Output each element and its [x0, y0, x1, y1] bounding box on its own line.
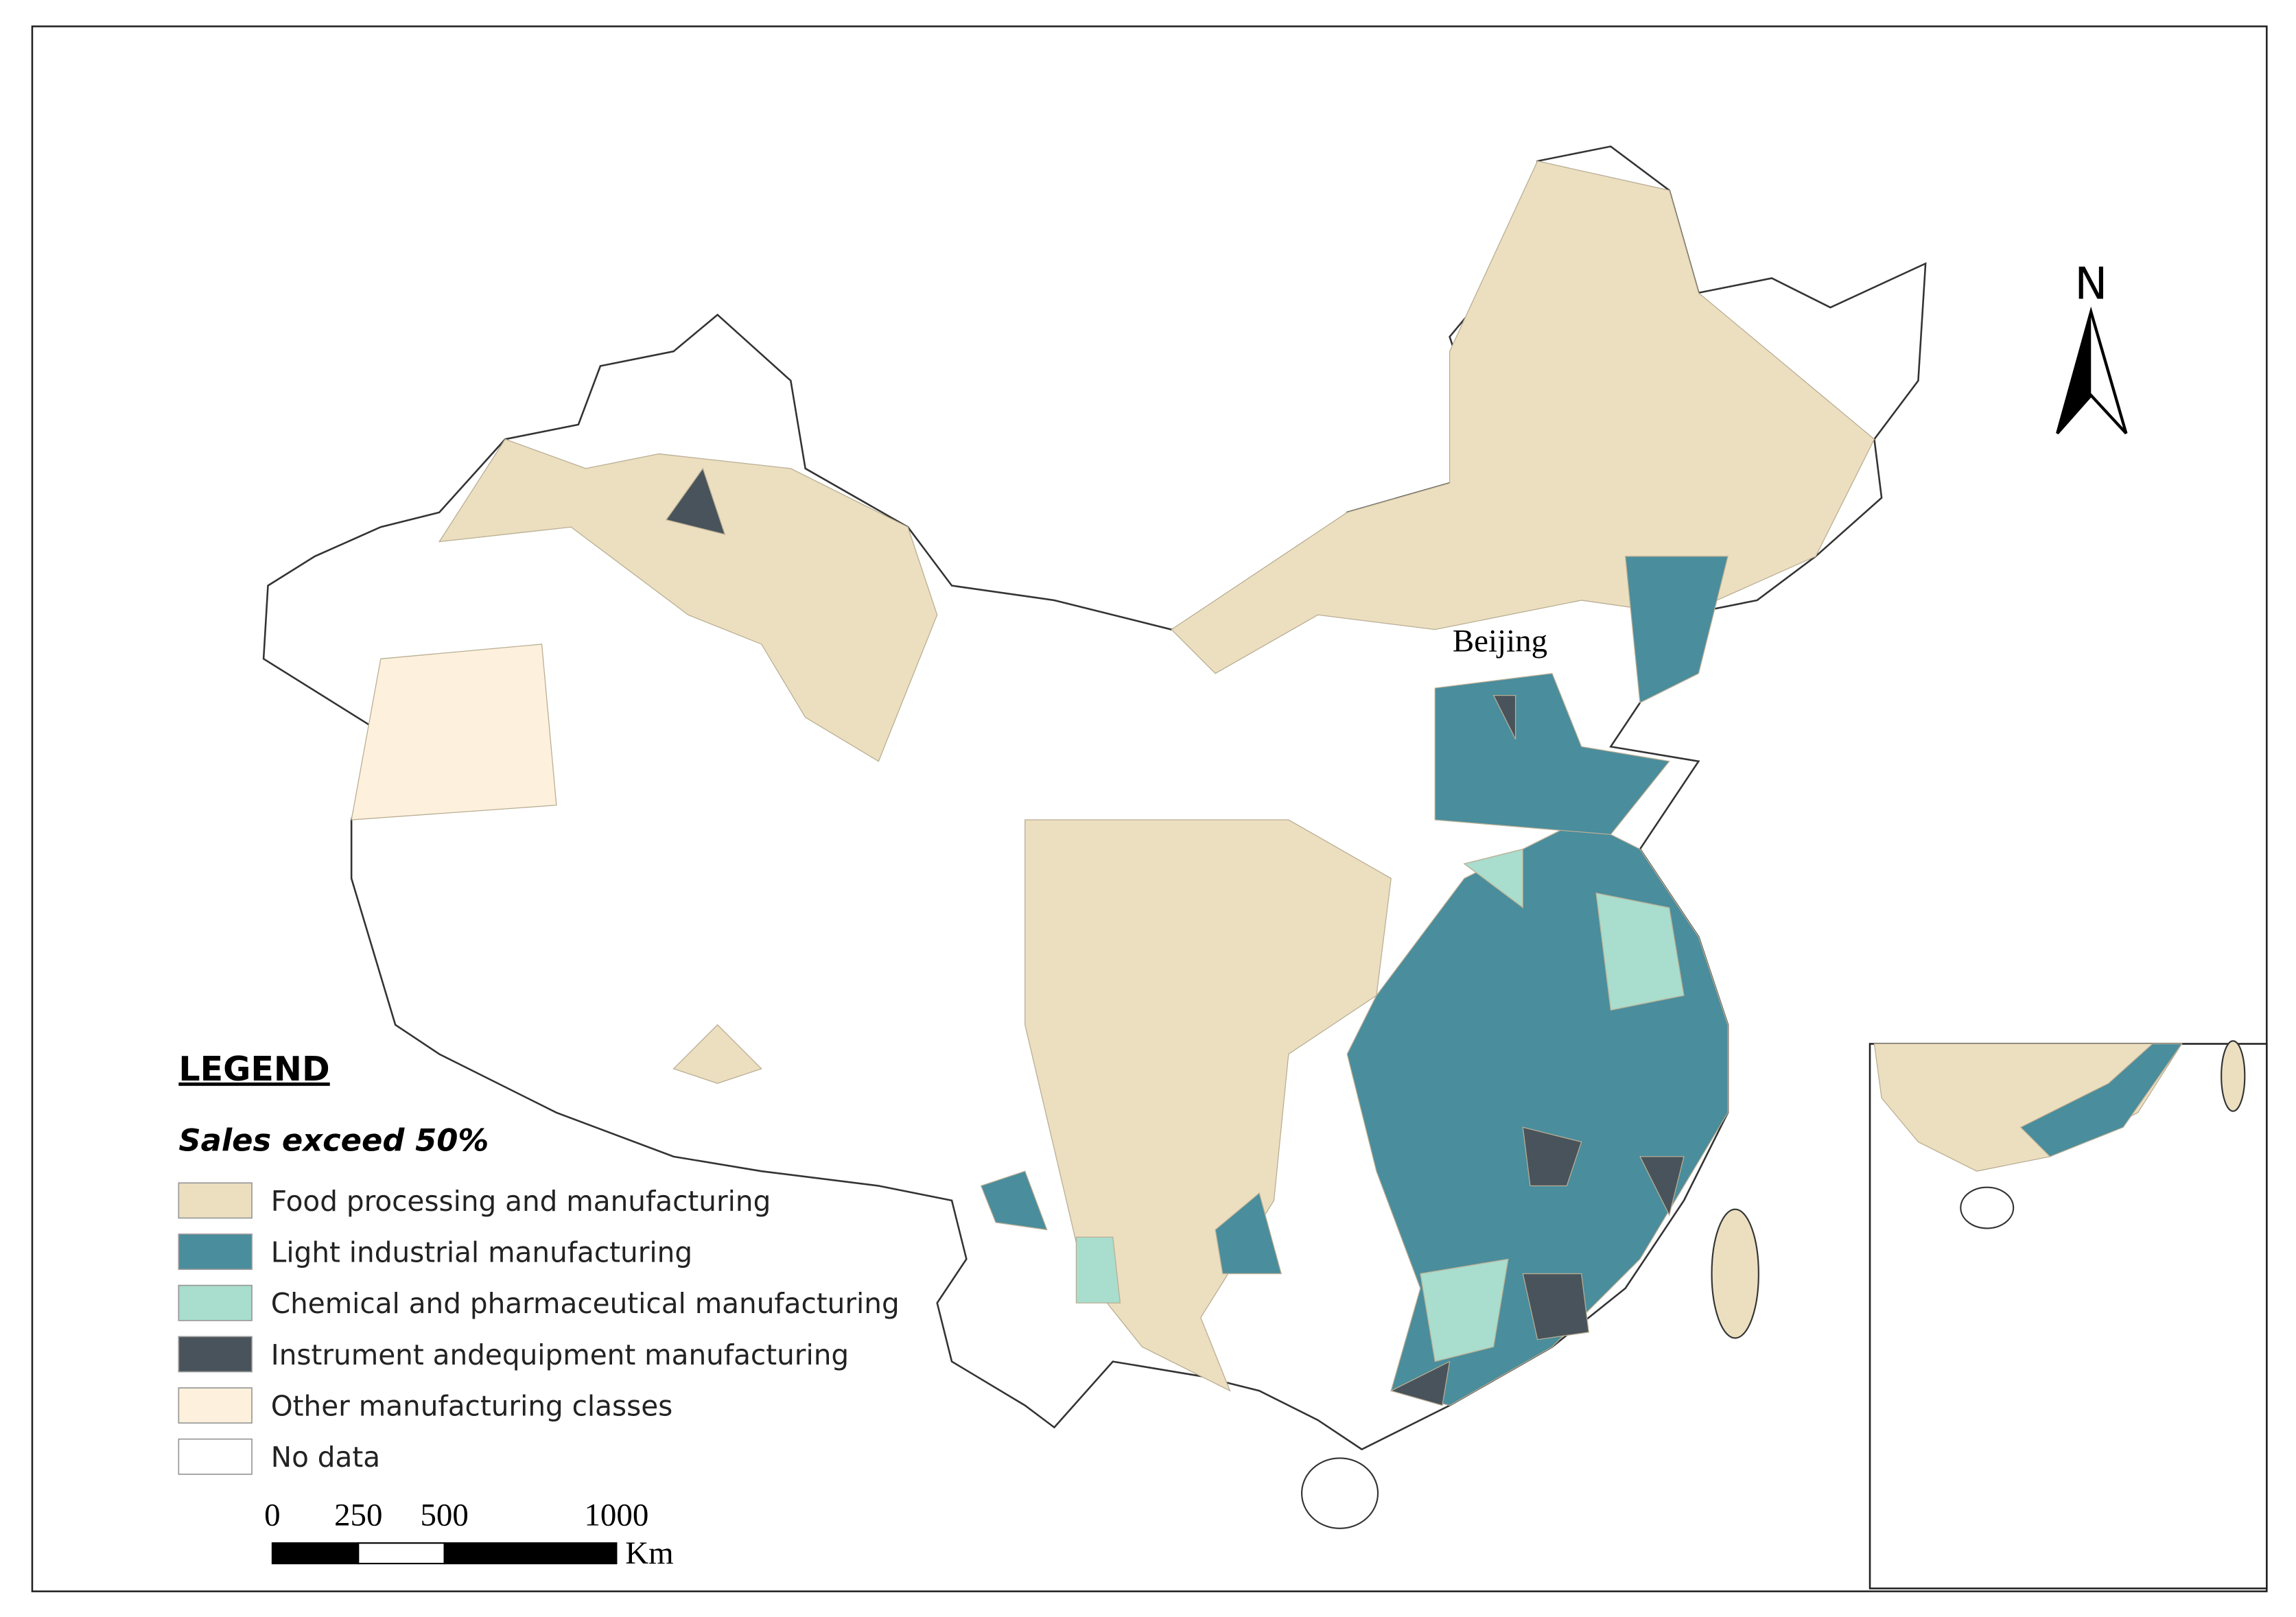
inset: [1869, 1040, 2268, 1590]
legend-label: No data: [271, 1441, 380, 1474]
region: [1639, 1156, 1685, 1217]
legend-swatch: [178, 1182, 253, 1219]
north-arrow-fill: [2057, 311, 2092, 434]
region: [1873, 1043, 2183, 1172]
legend-title: LEGEND: [178, 1049, 329, 1089]
scale-segment: [358, 1542, 445, 1565]
scale-tick-label: 250: [334, 1498, 382, 1533]
hainan: [1300, 1457, 1379, 1529]
region: [1522, 1126, 1582, 1187]
region: [2019, 1043, 2183, 1157]
scale-segment: [443, 1542, 618, 1565]
legend-swatch: [178, 1336, 253, 1373]
region: [1522, 1273, 1590, 1341]
legend-label: Other manufacturing classes: [271, 1390, 673, 1423]
region: [980, 1170, 1048, 1231]
legend-swatch: [178, 1438, 253, 1475]
region: [1434, 672, 1670, 836]
taiwan-inset: [2221, 1040, 2246, 1112]
scale-tick-label: 0: [264, 1498, 280, 1533]
region: [672, 1024, 762, 1084]
region: [351, 644, 557, 821]
region: [438, 438, 938, 762]
scale-unit: Km: [625, 1535, 673, 1571]
scale-tick-label: 500: [420, 1498, 468, 1533]
legend-label: Chemical and pharmaceutical manufacturin…: [271, 1287, 900, 1320]
legend-swatch: [178, 1234, 253, 1271]
hainan-inset: [1960, 1186, 2015, 1229]
legend-label: Light industrial manufacturing: [271, 1236, 692, 1268]
legend-swatch: [178, 1387, 253, 1424]
taiwan: [1711, 1208, 1759, 1339]
legend-label: Food processing and manufacturing: [271, 1185, 771, 1218]
region: [1215, 1192, 1282, 1275]
region: [1171, 161, 1875, 674]
legend-subtitle: Sales exceed 50%: [178, 1122, 489, 1158]
legend-label: Instrument andequipment manufacturing: [271, 1338, 849, 1371]
region: [1595, 892, 1685, 1011]
region: [1075, 1236, 1121, 1303]
scale-segment: [271, 1542, 360, 1565]
region: [1492, 695, 1516, 740]
region: [1624, 556, 1729, 704]
region: [1463, 848, 1523, 909]
legend: Food processing and manufacturing Light i…: [178, 1182, 900, 1475]
region: [1420, 1258, 1509, 1362]
region: [665, 467, 726, 535]
region: [1390, 1360, 1451, 1406]
scale-tick-label: 1000: [584, 1498, 648, 1533]
city-label: Beijing: [1453, 624, 1547, 659]
legend-swatch: [178, 1284, 253, 1321]
north-label: N: [2074, 259, 2107, 309]
country: [262, 145, 1927, 1529]
